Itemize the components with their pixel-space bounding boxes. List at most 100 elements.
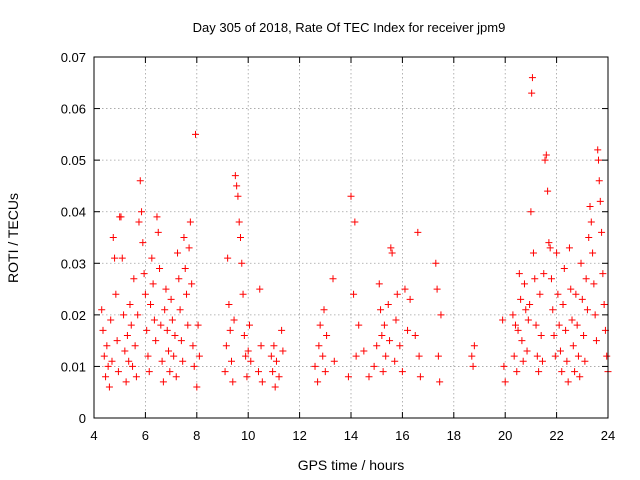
data-point xyxy=(470,342,478,350)
data-point xyxy=(269,368,277,376)
data-point xyxy=(138,208,146,216)
data-point xyxy=(270,342,278,350)
data-point xyxy=(528,74,536,82)
y-tick-label: 0 xyxy=(79,411,86,426)
data-point xyxy=(112,290,120,298)
data-point xyxy=(239,290,247,298)
data-point xyxy=(153,213,161,221)
data-point xyxy=(234,192,242,200)
data-point xyxy=(100,352,108,360)
data-point xyxy=(226,326,234,334)
y-tick-label: 0.07 xyxy=(61,50,86,65)
data-point xyxy=(242,352,250,360)
data-point xyxy=(469,362,477,370)
data-point xyxy=(230,316,238,324)
data-point xyxy=(195,352,203,360)
data-point xyxy=(515,270,523,278)
x-tick-label: 18 xyxy=(447,428,461,443)
y-tick-label: 0.01 xyxy=(61,359,86,374)
y-axis-ticks: 0 0.01 0.02 0.03 0.04 0.05 0.06 0.07 xyxy=(61,50,608,426)
data-point xyxy=(393,290,401,298)
data-point xyxy=(315,342,323,350)
data-point xyxy=(132,373,140,381)
data-point xyxy=(136,177,144,185)
data-point xyxy=(126,301,134,309)
data-point xyxy=(541,156,549,164)
data-point xyxy=(114,368,122,376)
data-point xyxy=(163,326,171,334)
data-point xyxy=(141,290,149,298)
data-point xyxy=(546,244,554,252)
data-point xyxy=(105,383,113,391)
data-point xyxy=(99,326,107,334)
data-point xyxy=(583,306,591,314)
data-point xyxy=(576,373,584,381)
x-axis-label: GPS time / hours xyxy=(298,457,405,473)
data-point xyxy=(103,342,111,350)
data-point xyxy=(143,326,151,334)
data-point xyxy=(528,89,536,97)
y-tick-label: 0.03 xyxy=(61,256,86,271)
data-point xyxy=(535,368,543,376)
data-point xyxy=(162,285,170,293)
data-point xyxy=(382,352,390,360)
data-point xyxy=(221,368,229,376)
data-point xyxy=(98,306,106,314)
data-point xyxy=(436,378,444,386)
data-point xyxy=(102,373,110,381)
data-point xyxy=(513,368,521,376)
data-point xyxy=(558,368,566,376)
data-point xyxy=(565,244,573,252)
data-point xyxy=(501,378,509,386)
data-point xyxy=(256,285,264,293)
data-point xyxy=(314,378,322,386)
data-point xyxy=(233,182,241,190)
data-point xyxy=(108,357,116,365)
data-point xyxy=(590,280,598,288)
data-point xyxy=(384,301,392,309)
data-point xyxy=(499,316,507,324)
data-point xyxy=(145,368,153,376)
data-point xyxy=(582,275,590,283)
data-point xyxy=(229,378,237,386)
data-point xyxy=(603,352,611,360)
data-point xyxy=(468,352,476,360)
data-point xyxy=(150,316,158,324)
data-point xyxy=(416,373,424,381)
data-point xyxy=(594,156,602,164)
data-point xyxy=(406,295,414,303)
data-point xyxy=(189,342,197,350)
data-point xyxy=(594,146,602,154)
data-point xyxy=(522,306,530,314)
grid-lines xyxy=(94,57,608,418)
data-point xyxy=(600,301,608,309)
data-point xyxy=(311,362,319,370)
data-point xyxy=(122,378,130,386)
data-point xyxy=(554,290,562,298)
data-point xyxy=(591,311,599,319)
data-point xyxy=(321,368,329,376)
x-tick-label: 6 xyxy=(142,428,149,443)
data-point xyxy=(596,197,604,205)
data-point xyxy=(388,249,396,257)
data-point xyxy=(352,352,360,360)
data-point xyxy=(573,321,581,329)
data-point xyxy=(520,280,528,288)
data-point xyxy=(157,321,165,329)
data-point xyxy=(567,285,575,293)
data-point xyxy=(592,337,600,345)
data-point xyxy=(225,301,233,309)
data-point xyxy=(550,331,558,339)
chart-title: Day 305 of 2018, Rate Of TEC Index for r… xyxy=(193,20,506,35)
data-point xyxy=(432,259,440,267)
data-point xyxy=(411,331,419,339)
data-point xyxy=(347,192,355,200)
data-point xyxy=(190,362,198,370)
data-point xyxy=(517,295,525,303)
data-point xyxy=(320,306,328,314)
data-point xyxy=(275,373,283,381)
data-point xyxy=(526,301,534,309)
data-point xyxy=(509,311,517,319)
data-point xyxy=(154,228,162,236)
data-point xyxy=(532,321,540,329)
